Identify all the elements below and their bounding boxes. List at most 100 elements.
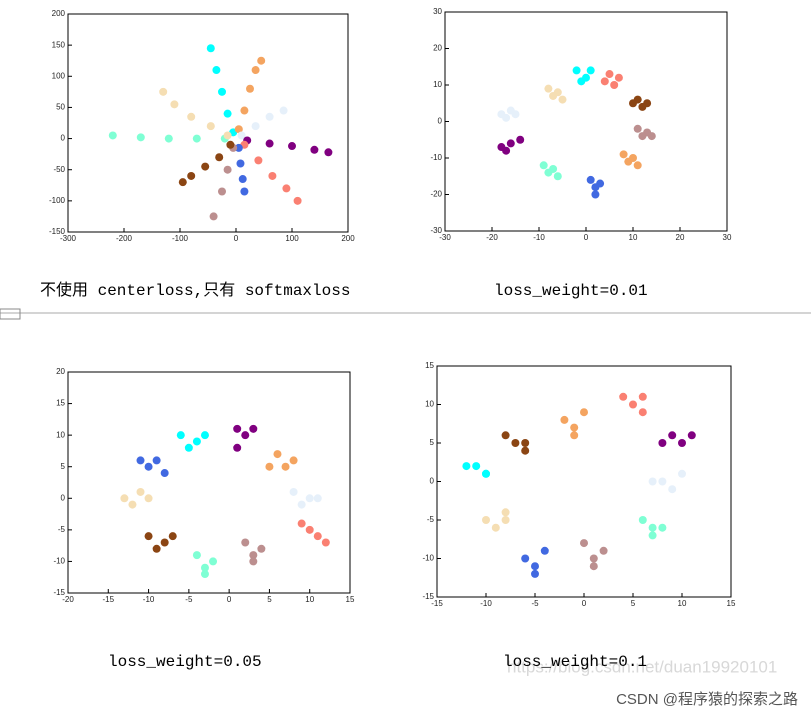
point [209,557,218,566]
point [273,450,282,459]
point [629,99,637,108]
point [482,469,490,478]
point [638,132,647,141]
point [491,523,500,532]
point [152,456,161,465]
point [234,143,243,152]
point [502,113,511,122]
point [647,132,656,141]
y-tick-label: 15 [425,361,434,370]
point [591,183,600,192]
x-tick-label: 200 [341,234,355,243]
point [516,135,525,144]
y-tick-label: -150 [49,227,66,236]
point [511,110,520,119]
point [539,161,548,170]
x-tick-label: -20 [486,233,498,242]
point [249,557,258,566]
point [297,519,306,528]
point [638,102,647,111]
point [144,462,153,471]
x-tick-label: -300 [60,234,77,243]
point [313,494,322,503]
point [521,439,530,447]
point [178,178,187,187]
point [120,494,129,503]
x-tick-label: 20 [676,233,685,242]
point [678,469,686,478]
point [170,100,179,109]
point [648,531,657,540]
point [187,112,196,121]
point [624,157,633,166]
point [586,66,595,75]
plot-area [436,365,732,598]
y-tick-label: -15 [53,588,65,597]
x-tick-label: -10 [533,233,545,242]
point [591,190,600,199]
x-tick-label: 0 [234,234,239,243]
point [160,538,169,547]
point [265,139,274,148]
point [223,109,232,118]
x-tick-label: 0 [584,233,589,242]
point [305,525,314,534]
point [619,392,628,401]
point [212,66,221,75]
point [265,462,274,471]
y-tick-label: 10 [56,430,65,439]
point [240,106,249,115]
y-tick-label: 0 [61,134,66,143]
caption: 不使用 centerloss,只有 softmaxloss [40,281,350,300]
point [223,131,232,140]
point [629,400,637,409]
point [241,538,250,547]
point [218,87,226,96]
point [192,437,201,446]
x-tick-label: 5 [267,595,272,604]
y-tick-label: -100 [49,196,66,205]
y-tick-label: 150 [52,40,66,49]
y-tick-label: 10 [425,400,434,409]
point [687,431,696,440]
caption: loss_weight=0.1 [503,653,647,671]
point [237,131,246,140]
point [168,532,177,541]
x-tick-label: 15 [346,595,355,604]
point [589,554,598,563]
y-tick-label: -10 [422,554,434,563]
point [648,477,657,486]
point [241,431,250,440]
point [668,431,677,440]
point [251,122,260,131]
point [472,462,481,471]
y-tick-label: 5 [430,438,435,447]
point [209,212,218,221]
point [619,150,628,159]
x-tick-label: 15 [727,599,736,608]
x-tick-label: 10 [629,233,638,242]
x-tick-label: -20 [62,595,74,604]
point [540,546,549,555]
point [586,175,595,184]
point [238,175,247,184]
y-tick-label: 0 [438,117,443,126]
y-tick-label: 100 [52,71,66,80]
x-tick-label: 100 [285,234,299,243]
point [234,125,243,134]
point [321,538,330,547]
point [614,73,623,82]
point [633,161,642,170]
x-tick-label: 10 [678,599,687,608]
plot-area [67,371,351,594]
point [658,523,667,532]
point [288,142,296,151]
point [233,424,242,433]
point [192,551,201,560]
point [501,431,510,440]
point [648,523,657,532]
point [240,187,249,196]
y-tick-label: 20 [433,44,442,53]
